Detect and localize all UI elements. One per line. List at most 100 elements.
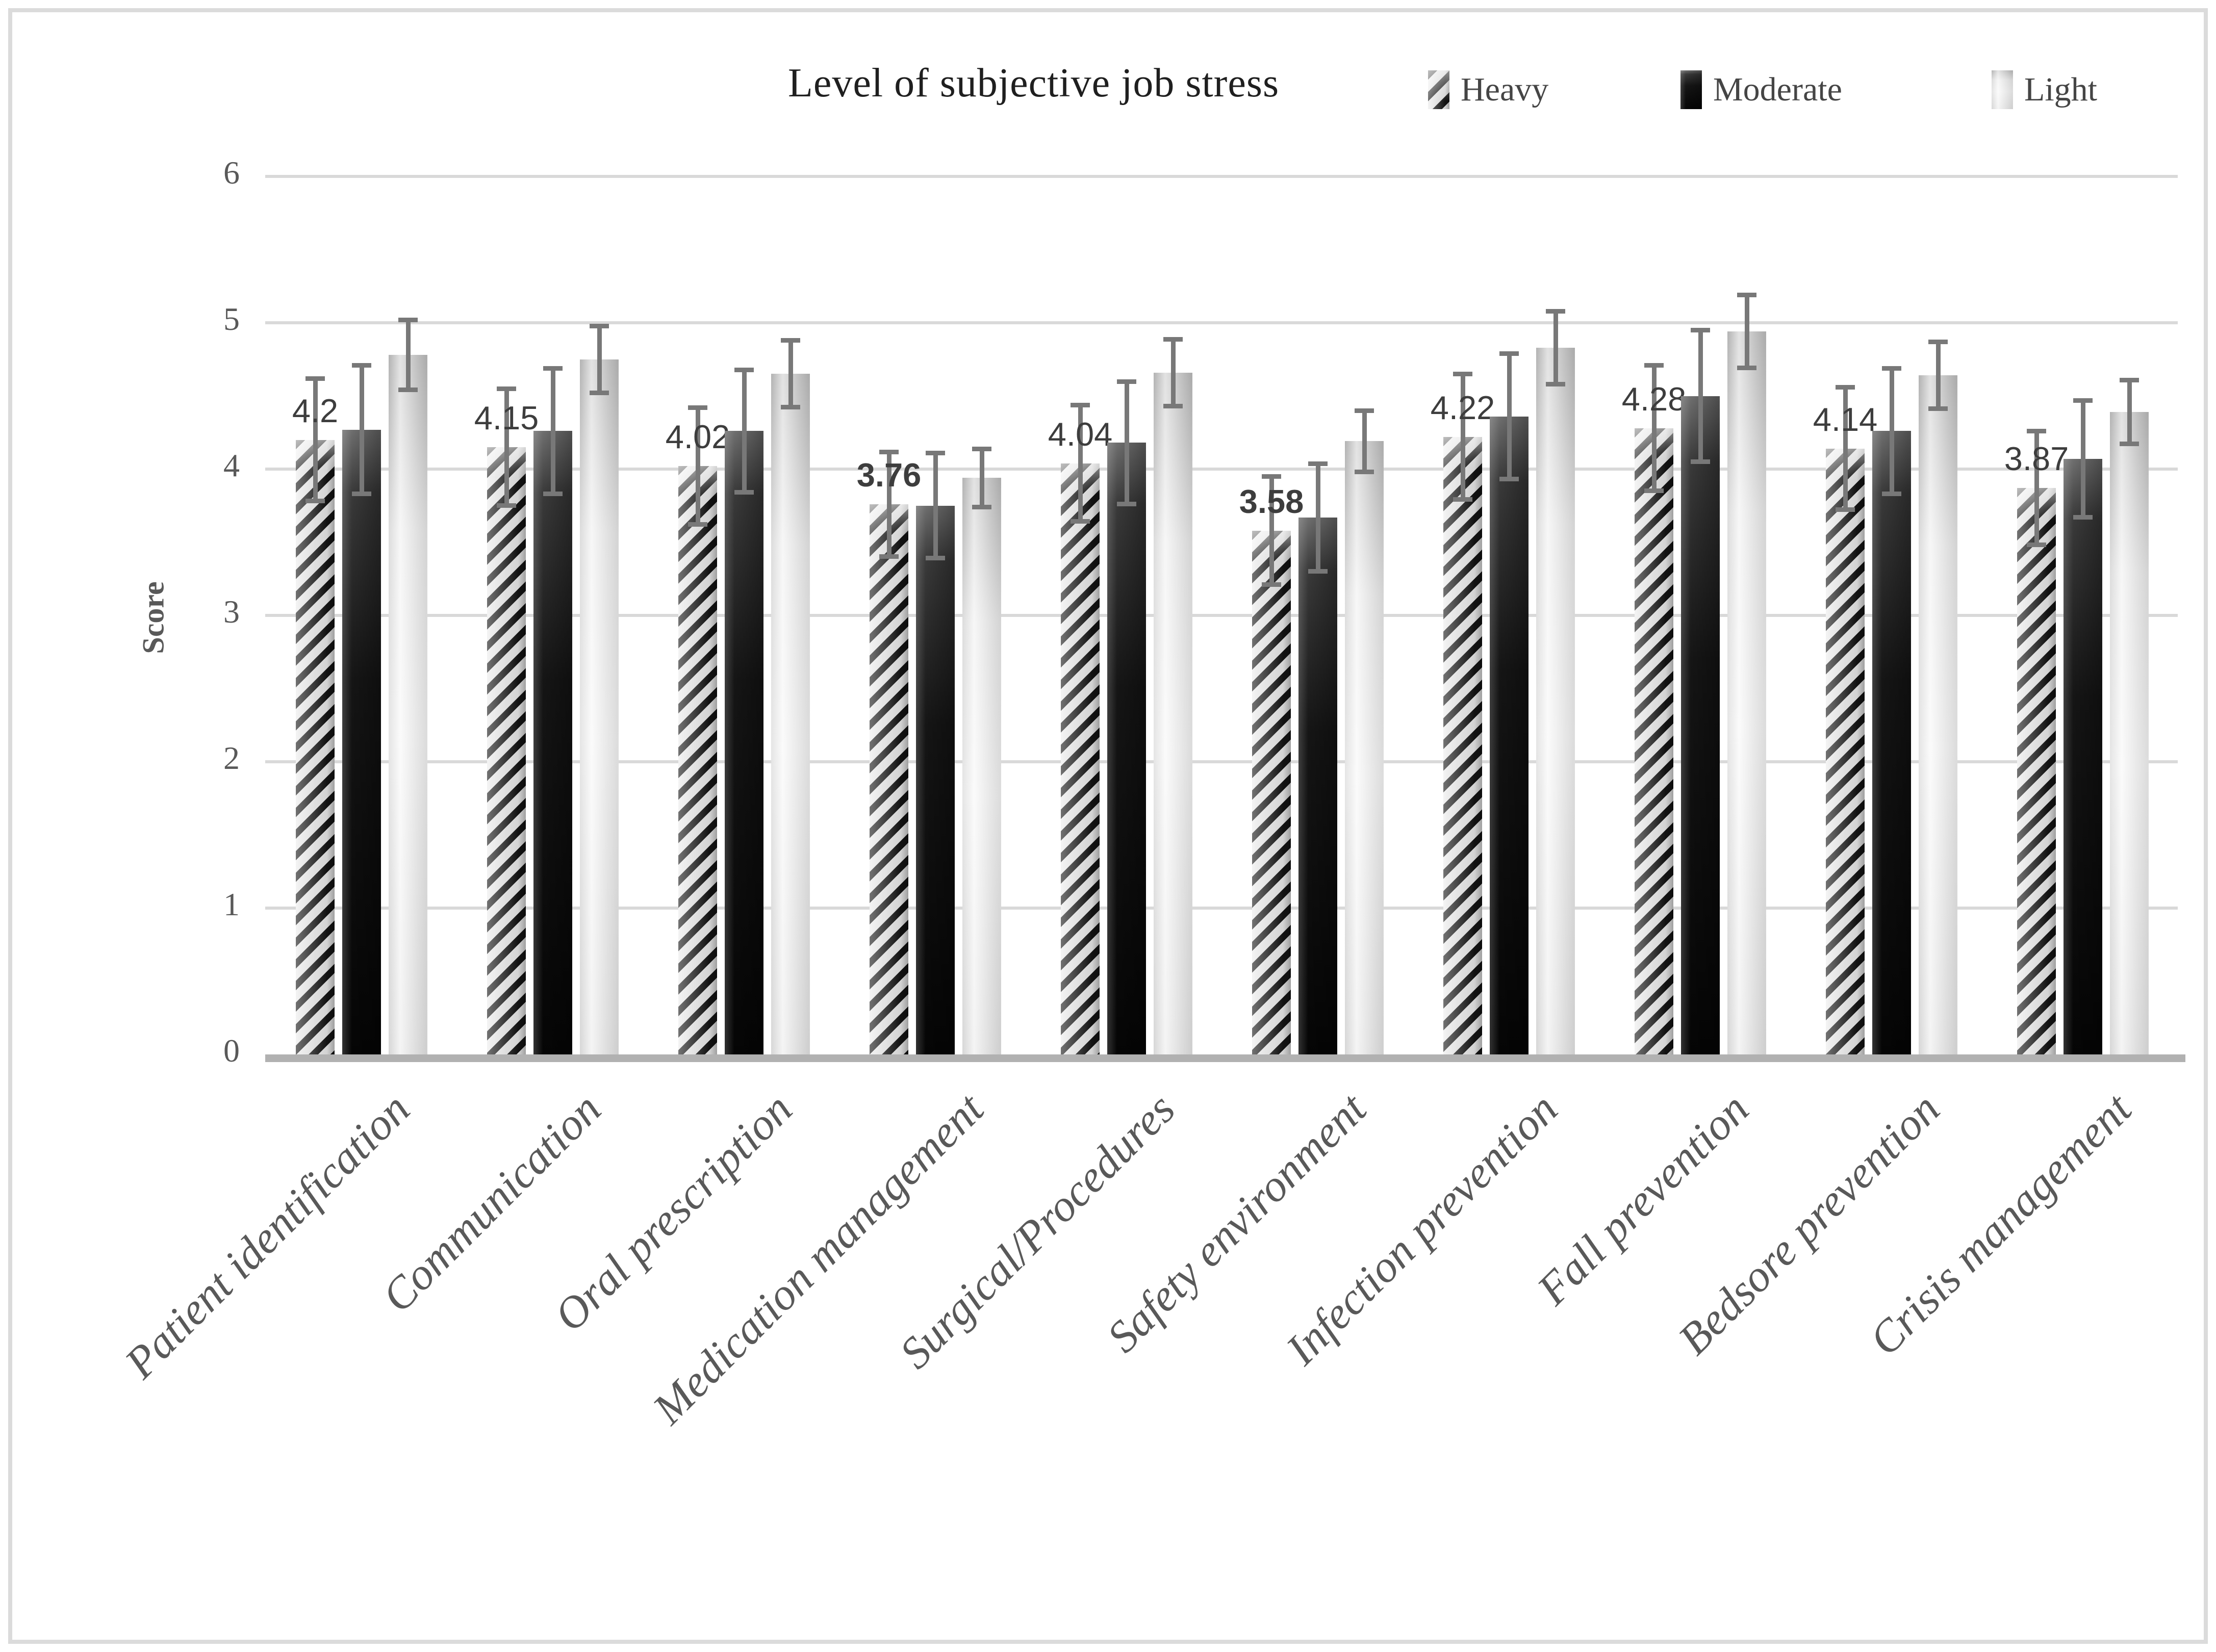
error-bar-cap-top [1262,474,1281,479]
error-bar-moderate-communication [550,368,555,494]
error-bar-heavy-infection-prevention [1460,374,1465,500]
error-bar-heavy-oral-prescription [695,407,700,525]
error-bar-moderate-infection-prevention [1507,353,1512,480]
error-bar-light-crisis-management [2127,379,2132,445]
bar-light-bedsore-prevention [1919,375,1957,1054]
error-bar-cap-top [398,318,418,323]
error-bar-cap-bottom [2073,514,2093,520]
error-bar-cap-top [781,338,800,343]
y-tick-label-6: 6 [223,154,240,191]
data-label-oral-prescription: 4.02 [665,418,730,456]
bar-moderate-bedsore-prevention [1872,431,1911,1054]
bar-heavy-patient-identification [296,440,335,1054]
error-bar-cap-bottom [734,489,754,495]
error-bar-cap-top [1308,461,1328,466]
error-bar-cap-bottom [1836,507,1855,512]
error-bar-cap-top [497,386,516,392]
error-bar-cap-bottom [590,390,609,395]
bar-heavy-bedsore-prevention [1826,448,1865,1054]
error-bar-cap-top [1071,402,1090,407]
error-bar-light-surgical-procedures [1170,339,1176,406]
error-bar-cap-bottom [1163,403,1183,408]
bar-moderate-infection-prevention [1490,416,1529,1054]
error-bar-cap-top [1117,379,1136,384]
error-bar-cap-top [688,405,707,410]
error-bar-cap-top [879,449,899,454]
error-bar-cap-bottom [972,504,991,509]
bar-moderate-medication-management [916,505,955,1054]
data-label-patient-identification: 4.2 [292,392,339,429]
bar-light-safety-environment [1345,441,1384,1054]
error-bar-light-bedsore-prevention [1935,342,1941,409]
error-bar-cap-top [1499,351,1519,356]
y-tick-label-1: 1 [223,886,240,922]
legend-item-light: Light [1992,70,2097,109]
bar-moderate-communication [533,431,572,1054]
error-bar-cap-top [543,366,563,371]
error-bar-heavy-fall-prevention [1651,365,1657,492]
error-bar-light-communication [597,325,602,393]
error-bar-cap-bottom [1117,501,1136,506]
gridline-6 [265,175,2178,178]
data-label-communication: 4.15 [474,399,539,436]
error-bar-moderate-bedsore-prevention [1889,368,1894,494]
error-bar-cap-bottom [1882,491,1901,496]
error-bar-moderate-crisis-management [2080,400,2085,518]
error-bar-cap-bottom [1546,381,1565,386]
error-bar-cap-bottom [305,499,325,504]
error-bar-moderate-oral-prescription [742,369,747,493]
error-bar-heavy-medication-management [886,451,892,557]
bar-moderate-patient-identification [342,429,381,1054]
y-tick-label-5: 5 [223,301,240,337]
error-bar-light-oral-prescription [788,340,793,408]
error-bar-cap-top [734,367,754,372]
legend-item-heavy: Heavy [1428,70,1548,109]
error-bar-heavy-crisis-management [2034,431,2039,546]
error-bar-light-fall-prevention [1744,295,1749,368]
bar-moderate-surgical-procedures [1107,443,1146,1054]
bar-moderate-fall-prevention [1681,396,1720,1054]
gridline-3 [265,614,2178,617]
bar-moderate-crisis-management [2064,458,2102,1054]
legend-label-heavy: Heavy [1461,71,1549,108]
legend-label-light: Light [2024,71,2097,108]
error-bar-cap-bottom [1928,406,1948,411]
error-bar-cap-bottom [1071,519,1090,524]
error-bar-cap-top [590,323,609,328]
error-bar-cap-top [1355,408,1374,414]
error-bar-cap-top [1453,372,1472,377]
error-bar-cap-bottom [543,491,563,496]
error-bar-cap-bottom [1644,488,1664,494]
bar-light-oral-prescription [771,374,810,1054]
error-bar-cap-bottom [688,522,707,527]
data-label-safety-environment: 3.58 [1239,482,1304,520]
error-bar-cap-top [1644,363,1664,368]
error-bar-cap-bottom [2027,543,2046,548]
error-bar-cap-top [972,446,991,451]
error-bar-cap-bottom [879,554,899,559]
error-bar-cap-top [1546,309,1565,314]
error-bar-moderate-medication-management [933,453,938,559]
error-bar-cap-top [2027,429,2046,434]
data-label-medication-management: 3.76 [856,456,922,494]
error-bar-heavy-communication [504,389,509,506]
chart-title: Level of subjective job stress [788,61,1280,106]
legend-label-moderate: Moderate [1713,71,1842,108]
y-tick-label-3: 3 [223,593,240,630]
error-bar-moderate-surgical-procedures [1124,381,1129,504]
error-bar-light-medication-management [979,448,984,507]
heavy-series-swatch-icon [1428,70,1449,109]
error-bar-cap-top [352,363,371,368]
data-label-infection-prevention: 4.22 [1430,389,1495,426]
error-bar-heavy-patient-identification [313,378,318,502]
bar-light-crisis-management [2110,412,2149,1054]
error-bar-moderate-fall-prevention [1698,330,1703,462]
error-bar-cap-bottom [1499,477,1519,482]
data-label-crisis-management: 3.87 [2004,440,2069,478]
data-label-surgical-procedures: 4.04 [1048,415,1113,453]
bar-moderate-oral-prescription [725,431,763,1054]
error-bar-heavy-safety-environment [1269,476,1274,585]
bar-light-infection-prevention [1536,347,1575,1054]
error-bar-cap-bottom [497,503,516,508]
error-bar-moderate-patient-identification [359,365,364,494]
